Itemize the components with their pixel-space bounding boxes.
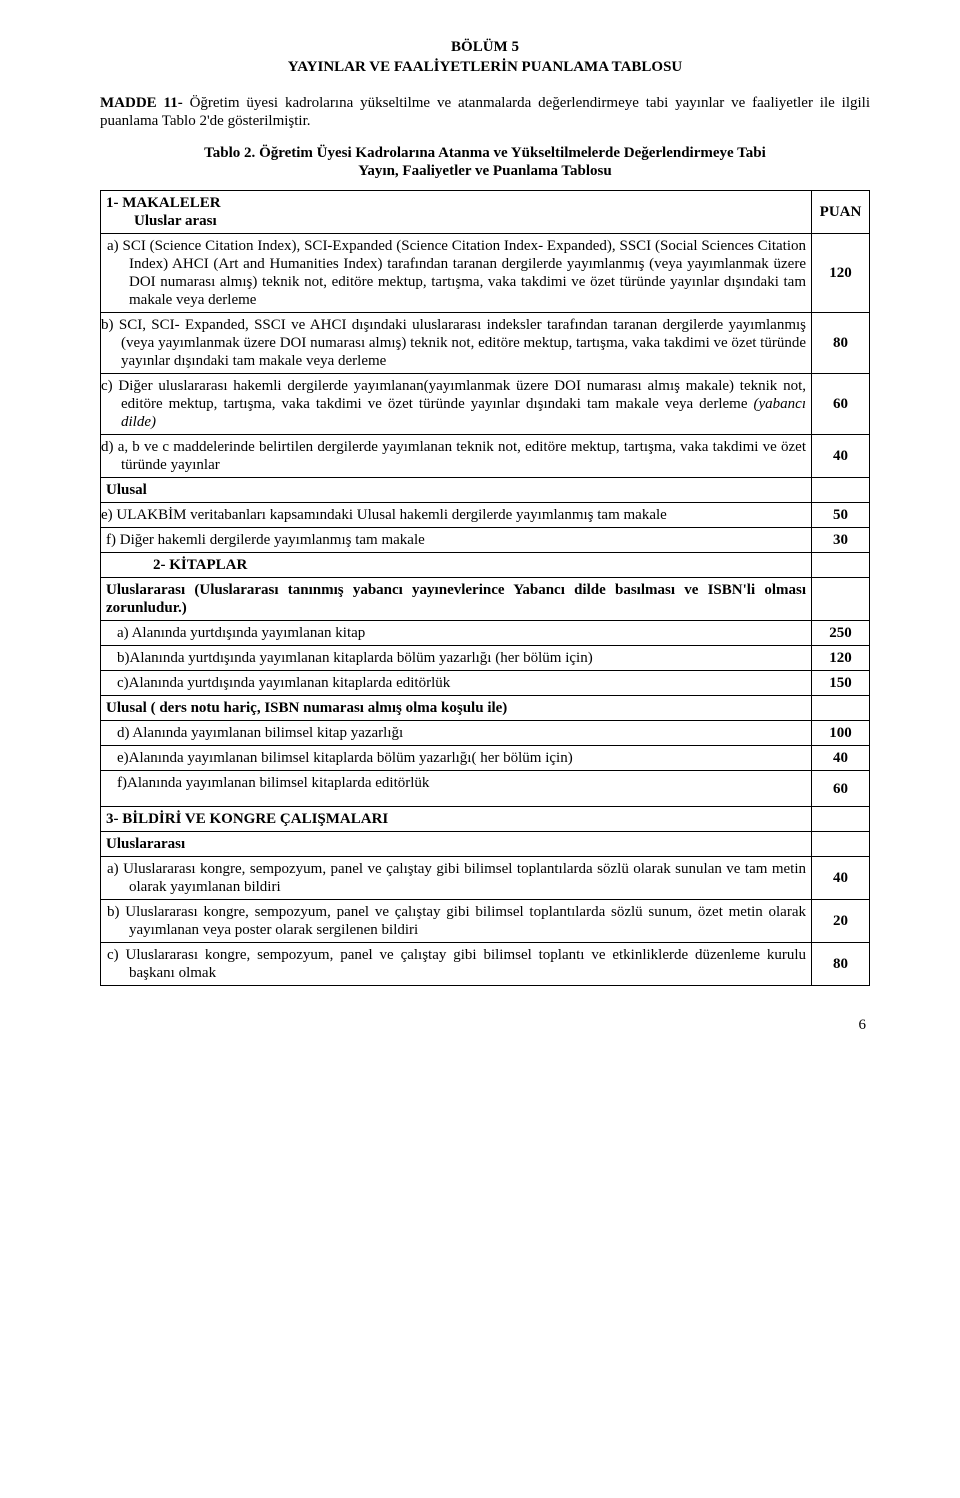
row-c-text: c) Diğer uluslararası hakemli dergilerde… <box>101 378 806 412</box>
row-c: c) Diğer uluslararası hakemli dergilerde… <box>101 374 812 435</box>
k-e: e)Alanında yayımlanan bilimsel kitaplard… <box>101 746 812 771</box>
row-f-pts: 30 <box>812 528 870 553</box>
b-a-pts: 40 <box>812 857 870 900</box>
table-row: e)Alanında yayımlanan bilimsel kitaplard… <box>101 746 870 771</box>
k-a-pts: 250 <box>812 621 870 646</box>
b-b: b) Uluslararası kongre, sempozyum, panel… <box>101 900 812 943</box>
table-row: c) Uluslararası kongre, sempozyum, panel… <box>101 943 870 986</box>
madde-prefix: MADDE 11- <box>100 95 183 111</box>
uluslar-arasi: Uluslar arası <box>106 212 806 230</box>
b-c-pts: 80 <box>812 943 870 986</box>
b-uluslararasi: Uluslararası <box>101 832 812 857</box>
row-a: a) SCI (Science Citation Index), SCI-Exp… <box>101 234 812 313</box>
page-number: 6 <box>100 1016 870 1034</box>
row-e: e) ULAKBİM veritabanları kapsamındaki Ul… <box>101 503 812 528</box>
intro-paragraph: MADDE 11- Öğretim üyesi kadrolarına yüks… <box>100 94 870 130</box>
b-a: a) Uluslararası kongre, sempozyum, panel… <box>101 857 812 900</box>
bolum-heading: BÖLÜM 5 <box>100 38 870 56</box>
k-ulusal: Ulusal ( ders notu hariç, ISBN numarası … <box>101 696 812 721</box>
empty-pts <box>812 832 870 857</box>
k-b: b)Alanında yurtdışında yayımlanan kitapl… <box>101 646 812 671</box>
k-f: f)Alanında yayımlanan bilimsel kitaplard… <box>101 771 812 807</box>
table-row: b)Alanında yurtdışında yayımlanan kitapl… <box>101 646 870 671</box>
empty-pts <box>812 553 870 578</box>
row-d: d) a, b ve c maddelerinde belirtilen der… <box>101 435 812 478</box>
page-title: YAYINLAR VE FAALİYETLERİN PUANLAMA TABLO… <box>100 58 870 76</box>
empty-pts <box>812 807 870 832</box>
ulusal: Ulusal <box>101 478 812 503</box>
row-c-pts: 60 <box>812 374 870 435</box>
makaleler-header-cell: 1- MAKALELER Uluslar arası <box>101 191 812 234</box>
k-ulusal-text: Ulusal ( ders notu hariç, ISBN numarası … <box>106 700 507 716</box>
table-row: e) ULAKBİM veritabanları kapsamındaki Ul… <box>101 503 870 528</box>
table-row: Uluslararası (Uluslararası tanınmış yaba… <box>101 578 870 621</box>
table-row: b) Uluslararası kongre, sempozyum, panel… <box>101 900 870 943</box>
madde-text: Öğretim üyesi kadrolarına yükseltilme ve… <box>100 95 870 129</box>
document-page: BÖLÜM 5 YAYINLAR VE FAALİYETLERİN PUANLA… <box>0 0 960 1064</box>
puan-head: PUAN <box>812 191 870 234</box>
row-e-pts: 50 <box>812 503 870 528</box>
table-row: d) a, b ve c maddelerinde belirtilen der… <box>101 435 870 478</box>
puanlama-table: 1- MAKALELER Uluslar arası PUAN a) SCI (… <box>100 190 870 986</box>
bildiri-head: 3- BİLDİRİ VE KONGRE ÇALIŞMALARI <box>101 807 812 832</box>
table-row: c)Alanında yurtdışında yayımlanan kitapl… <box>101 671 870 696</box>
table-row: a) Alanında yurtdışında yayımlanan kitap… <box>101 621 870 646</box>
k-f-pts: 60 <box>812 771 870 807</box>
row-f: f) Diğer hakemli dergilerde yayımlanmış … <box>101 528 812 553</box>
k-d: d) Alanında yayımlanan bilimsel kitap ya… <box>101 721 812 746</box>
row-d-pts: 40 <box>812 435 870 478</box>
empty-pts <box>812 478 870 503</box>
table-row: 2- KİTAPLAR <box>101 553 870 578</box>
k-c: c)Alanında yurtdışında yayımlanan kitapl… <box>101 671 812 696</box>
tablo-line2: Yayın, Faaliyetler ve Puanlama Tablosu <box>100 162 870 180</box>
tablo-line1: Öğretim Üyesi Kadrolarına Atanma ve Yüks… <box>255 145 766 161</box>
table-row: Ulusal ( ders notu hariç, ISBN numarası … <box>101 696 870 721</box>
table-row: 1- MAKALELER Uluslar arası PUAN <box>101 191 870 234</box>
makaleler-head: 1- MAKALELER <box>106 194 806 212</box>
tablo-title: Tablo 2. Öğretim Üyesi Kadrolarına Atanm… <box>100 144 870 180</box>
kitaplar-head: 2- KİTAPLAR <box>101 553 812 578</box>
table-row: Ulusal <box>101 478 870 503</box>
kitap-intro: Uluslararası (Uluslararası tanınmış yaba… <box>101 578 812 621</box>
table-row: b) SCI, SCI- Expanded, SSCI ve AHCI dışı… <box>101 313 870 374</box>
table-row: Uluslararası <box>101 832 870 857</box>
k-c-pts: 150 <box>812 671 870 696</box>
empty-pts <box>812 578 870 621</box>
k-a: a) Alanında yurtdışında yayımlanan kitap <box>101 621 812 646</box>
k-d-pts: 100 <box>812 721 870 746</box>
empty-pts <box>812 696 870 721</box>
b-b-pts: 20 <box>812 900 870 943</box>
row-b-pts: 80 <box>812 313 870 374</box>
table-row: 3- BİLDİRİ VE KONGRE ÇALIŞMALARI <box>101 807 870 832</box>
k-b-pts: 120 <box>812 646 870 671</box>
tablo-prefix: Tablo 2. <box>204 145 255 161</box>
k-e-pts: 40 <box>812 746 870 771</box>
table-row: f)Alanında yayımlanan bilimsel kitaplard… <box>101 771 870 807</box>
b-c: c) Uluslararası kongre, sempozyum, panel… <box>101 943 812 986</box>
table-row: a) Uluslararası kongre, sempozyum, panel… <box>101 857 870 900</box>
table-row: c) Diğer uluslararası hakemli dergilerde… <box>101 374 870 435</box>
table-row: f) Diğer hakemli dergilerde yayımlanmış … <box>101 528 870 553</box>
kitap-intro-text: Uluslararası (Uluslararası tanınmış yaba… <box>106 582 806 616</box>
row-a-pts: 120 <box>812 234 870 313</box>
row-b: b) SCI, SCI- Expanded, SSCI ve AHCI dışı… <box>101 313 812 374</box>
table-row: d) Alanında yayımlanan bilimsel kitap ya… <box>101 721 870 746</box>
table-row: a) SCI (Science Citation Index), SCI-Exp… <box>101 234 870 313</box>
